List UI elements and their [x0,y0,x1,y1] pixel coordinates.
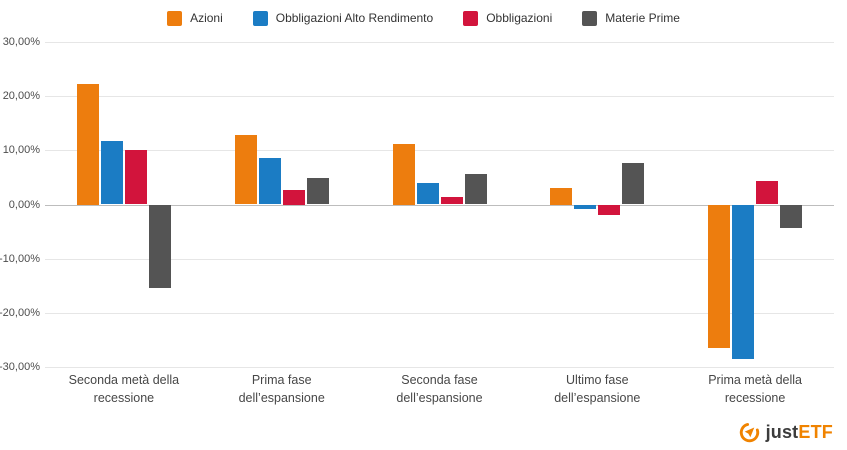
bar-azioni-cat1[interactable] [76,84,99,205]
gridline [45,42,834,43]
y-axis-tick-label: 10,00% [2,144,40,157]
justetf-logo-icon [738,421,761,444]
bar-azioni-cat5[interactable] [708,204,731,349]
justetf-logo[interactable]: justETF [738,421,833,444]
gridline [45,150,834,152]
gridline [45,258,834,260]
bar-azioni-cat4[interactable] [550,188,573,205]
y-axis-tick-label: 0,00% [8,198,40,211]
x-axis-category-label-2: Prima fase dell’espansione [238,373,325,405]
y-axis-tick-label: -10,00% [0,252,40,265]
bar-obbligazioni-alto-rendimento-cat4[interactable] [574,204,597,209]
x-axis-labels: Seconda metà della recessione Prima fase … [45,372,834,407]
bar-obbligazioni-alto-rendimento-cat1[interactable] [100,140,123,205]
bar-materie-prime-cat2[interactable] [306,177,329,205]
x-axis-category-label-3: Seconda fase dell’espansione [396,373,483,405]
plot-area [45,42,834,368]
legend-swatch-icon [252,10,268,26]
bar-obbligazioni-cat2[interactable] [282,189,305,205]
legend-swatch-icon [582,10,598,26]
x-axis-category-label-1: Seconda metà della recessione [68,373,180,405]
gridline [45,367,834,368]
gridline [45,312,834,314]
legend-item-label: Obbligazioni Alto Rendimento [275,11,434,25]
x-axis-category-label-5: Prima metà della recessione [708,373,802,405]
legend-item-label: Obbligazioni [486,11,553,25]
logo-text-just: just [765,422,799,442]
legend-item-3[interactable]: Obbligazioni [463,10,553,26]
bar-azioni-cat2[interactable] [234,135,257,205]
bar-materie-prime-cat3[interactable] [464,174,487,205]
chart-legend: Azioni Obbligazioni Alto Rendimento Obblig… [0,8,847,28]
y-axis-tick-label: -30,00% [0,361,40,373]
legend-item-4[interactable]: Materie Prime [582,10,680,26]
legend-item-label: Materie Prime [605,11,680,25]
justetf-logo-text: justETF [766,422,833,443]
bar-obbligazioni-cat3[interactable] [440,196,463,205]
bar-obbligazioni-cat1[interactable] [124,150,147,205]
logo-text-etf: ETF [798,422,833,442]
legend-item-1[interactable]: Azioni [167,10,223,26]
y-axis-tick-label: -20,00% [0,306,40,319]
bar-materie-prime-cat4[interactable] [622,163,645,205]
y-axis-tick-label: 20,00% [2,90,40,103]
zero-gridline [45,204,834,206]
legend-swatch-icon [463,10,479,26]
legend-item-label: Azioni [190,11,223,25]
legend-swatch-icon [167,10,183,26]
bar-obbligazioni-alto-rendimento-cat2[interactable] [258,157,281,205]
y-axis-tick-label: 30,00% [2,36,40,48]
bar-obbligazioni-cat4[interactable] [598,204,621,215]
bar-obbligazioni-cat5[interactable] [756,180,779,205]
y-axis-labels: 30,00% 20,00% 10,00% 0,00% -10,00% -20,00% -30… [0,36,40,373]
x-axis-category-label-4: Ultimo fase dell’espansione [554,373,641,405]
gridline [45,96,834,98]
bar-azioni-cat3[interactable] [392,144,415,205]
bar-materie-prime-cat5[interactable] [780,204,803,228]
bar-obbligazioni-alto-rendimento-cat3[interactable] [416,182,439,205]
legend-item-2[interactable]: Obbligazioni Alto Rendimento [252,10,434,26]
bar-obbligazioni-alto-rendimento-cat5[interactable] [732,204,755,359]
bar-materie-prime-cat1[interactable] [148,204,171,288]
